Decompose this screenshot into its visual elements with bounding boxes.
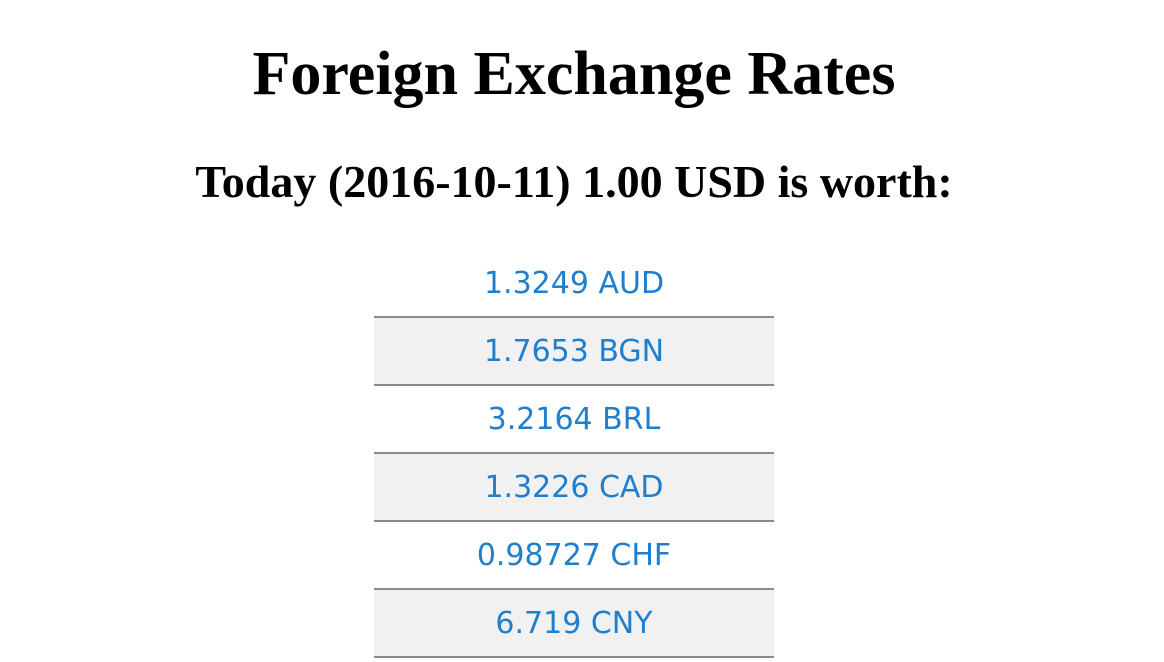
page-title: Foreign Exchange Rates [252,40,896,108]
rate-link-aud[interactable]: 1.3249 AUD [483,265,665,301]
rate-link-cad[interactable]: 1.3226 CAD [484,469,664,505]
rate-link-chf[interactable]: 0.98727 CHF [476,537,672,573]
rate-row-bgn: 1.7653 BGN [374,318,774,386]
rate-row-cad: 1.3226 CAD [374,454,774,522]
rate-row-brl: 3.2164 BRL [374,386,774,454]
rate-link-cny[interactable]: 6.719 CNY [495,605,653,641]
rate-row-chf: 0.98727 CHF [374,522,774,590]
rates-list: 1.3249 AUD 1.7653 BGN 3.2164 BRL 1.3226 … [374,250,774,658]
rate-link-bgn[interactable]: 1.7653 BGN [483,333,665,369]
rate-link-brl[interactable]: 3.2164 BRL [487,401,661,437]
page-subtitle: Today (2016-10-11) 1.00 USD is worth: [195,156,953,207]
rate-row-aud: 1.3249 AUD [374,250,774,318]
rate-row-cny: 6.719 CNY [374,590,774,658]
